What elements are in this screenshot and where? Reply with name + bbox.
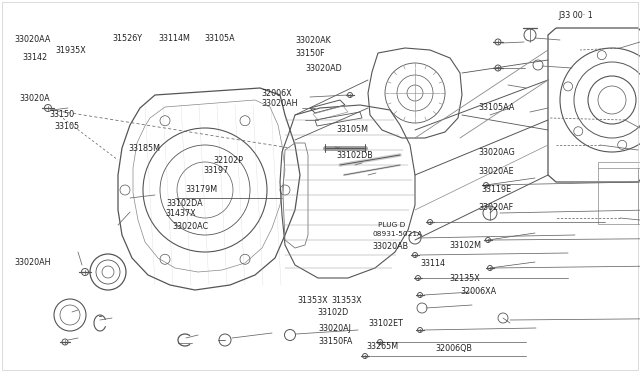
- Text: 31353X: 31353X: [332, 296, 362, 305]
- Text: 33105A: 33105A: [205, 34, 236, 43]
- Text: PLUG D: PLUG D: [378, 222, 406, 228]
- Text: 33020AB: 33020AB: [372, 242, 408, 251]
- Text: 33150FA: 33150FA: [318, 337, 353, 346]
- Text: 08931-5021A: 08931-5021A: [372, 231, 422, 237]
- Text: 33114M: 33114M: [159, 34, 191, 43]
- Text: 33020A: 33020A: [19, 94, 50, 103]
- Text: 33020AG: 33020AG: [479, 148, 515, 157]
- Text: 31437X: 31437X: [165, 209, 196, 218]
- Text: 33142: 33142: [22, 53, 47, 62]
- Text: 33265M: 33265M: [366, 342, 398, 351]
- Text: 33105M: 33105M: [336, 125, 368, 134]
- Text: 33150: 33150: [49, 110, 74, 119]
- Text: 32006XA: 32006XA: [461, 287, 497, 296]
- Text: 33105AA: 33105AA: [479, 103, 515, 112]
- Bar: [598, 162, 640, 224]
- Text: 33020AH: 33020AH: [14, 258, 51, 267]
- Text: 32102P: 32102P: [214, 156, 244, 165]
- Text: 33197: 33197: [204, 166, 228, 175]
- Text: 33102M: 33102M: [450, 241, 482, 250]
- Text: 33150F: 33150F: [296, 49, 325, 58]
- Text: 33114: 33114: [420, 259, 445, 268]
- Text: 33179M: 33179M: [186, 185, 218, 194]
- Text: 31526Y: 31526Y: [112, 34, 142, 43]
- Text: 33020AJ: 33020AJ: [318, 324, 351, 333]
- Text: 33102DA: 33102DA: [166, 199, 203, 208]
- Text: 33020AA: 33020AA: [14, 35, 51, 44]
- Text: 33020AK: 33020AK: [296, 36, 332, 45]
- Text: 33020AC: 33020AC: [173, 222, 209, 231]
- Text: 33102DB: 33102DB: [336, 151, 372, 160]
- Text: 33020AD: 33020AD: [306, 64, 342, 73]
- Text: 32135X: 32135X: [450, 274, 481, 283]
- Text: 33020AF: 33020AF: [479, 203, 514, 212]
- Text: 33102D: 33102D: [317, 308, 349, 317]
- Text: J33 00· 1: J33 00· 1: [558, 11, 593, 20]
- Text: 33020AH: 33020AH: [261, 99, 298, 108]
- Text: 33020AE: 33020AE: [479, 167, 515, 176]
- Text: 33102ET: 33102ET: [368, 319, 403, 328]
- Text: 31935X: 31935X: [55, 46, 86, 55]
- Text: 33105: 33105: [54, 122, 79, 131]
- Text: 31353X: 31353X: [298, 296, 328, 305]
- Text: 32006X: 32006X: [261, 89, 292, 98]
- Text: 33185M: 33185M: [128, 144, 160, 153]
- Text: 32006QB: 32006QB: [435, 344, 472, 353]
- Text: 33119E: 33119E: [482, 185, 512, 194]
